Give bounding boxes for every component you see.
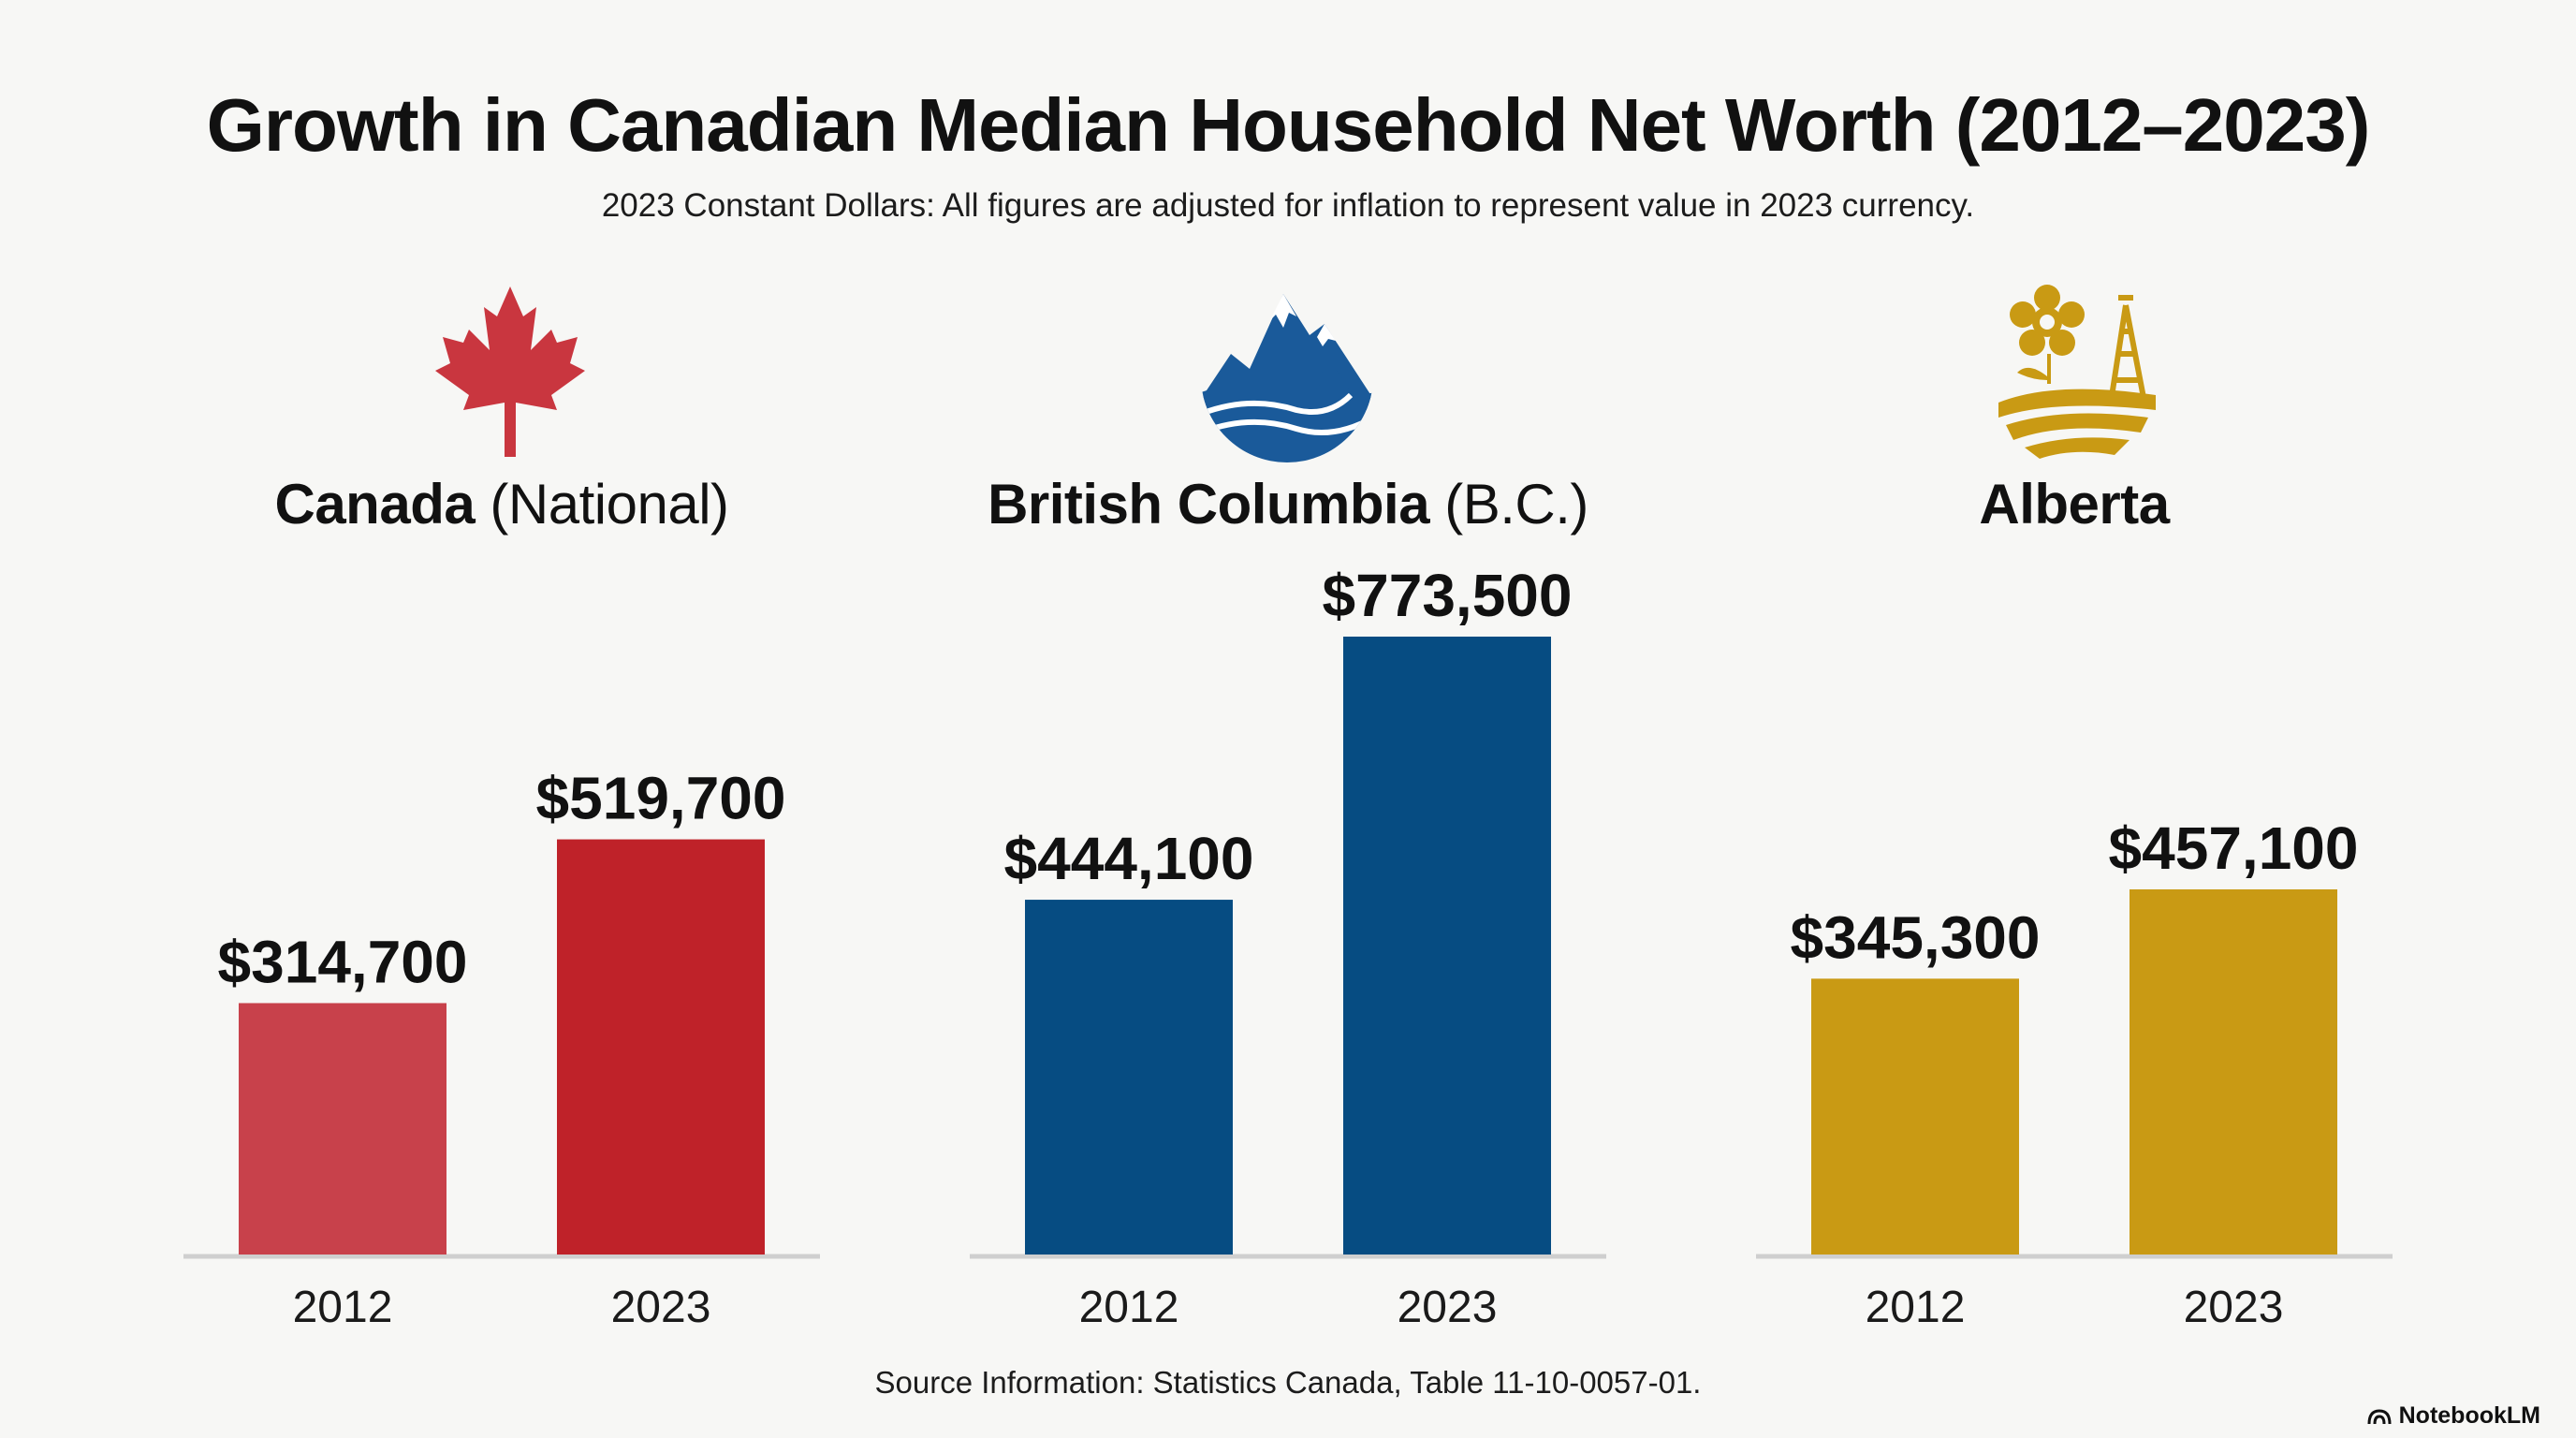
- maple-leaf-icon: [412, 279, 608, 466]
- value-label-canada-2023: $519,700: [536, 765, 786, 832]
- x-tick-alberta-2023: 2023: [2184, 1283, 2284, 1332]
- bar-canada-2023: [557, 839, 765, 1255]
- x-tick-bc-2012: 2012: [1079, 1283, 1179, 1332]
- panel-title-bc: British Columbia (B.C.): [867, 472, 1709, 536]
- bar-alberta-2012: [1811, 978, 2019, 1255]
- value-label-bc-2023: $773,500: [1323, 562, 1573, 629]
- value-label-canada-2012: $314,700: [218, 928, 468, 995]
- value-label-alberta-2012: $345,300: [1791, 903, 2041, 971]
- panel-title-bc-qualifier: (B.C.): [1429, 473, 1588, 536]
- chart-subtitle: 2023 Constant Dollars: All figures are a…: [601, 187, 1975, 224]
- x-tick-bc-2023: 2023: [1398, 1283, 1498, 1332]
- value-label-bc-2012: $444,100: [1004, 825, 1254, 892]
- panel-title-canada-name: Canada: [274, 473, 476, 536]
- brand-label: NotebookLM: [2398, 1402, 2540, 1429]
- notebooklm-logo-icon: [2367, 1408, 2392, 1424]
- panel-title-alberta-name: Alberta: [1979, 473, 2170, 536]
- bar-bc-2023: [1343, 637, 1551, 1255]
- value-label-alberta-2023: $457,100: [2109, 814, 2359, 882]
- wild-rose-oil-derrick-icon: [1975, 279, 2172, 466]
- bar-alberta-2023: [2130, 888, 2337, 1255]
- mountain-wave-icon: [1189, 279, 1385, 466]
- bar-canada-2012: [239, 1003, 446, 1255]
- x-tick-canada-2023: 2023: [611, 1283, 711, 1332]
- source-note: Source Information: Statistics Canada, T…: [874, 1365, 1702, 1400]
- chart-title: Growth in Canadian Median Household Net …: [206, 83, 2371, 167]
- panel-title-alberta: Alberta: [1653, 472, 2496, 536]
- panel-title-bc-name: British Columbia: [988, 473, 1430, 536]
- x-tick-canada-2012: 2012: [293, 1283, 393, 1332]
- brand: NotebookLM: [2367, 1402, 2540, 1430]
- x-tick-alberta-2012: 2012: [1866, 1283, 1966, 1332]
- panel-title-canada-qualifier: (National): [475, 473, 729, 536]
- panel-title-canada: Canada (National): [80, 472, 923, 536]
- bar-bc-2012: [1025, 900, 1233, 1255]
